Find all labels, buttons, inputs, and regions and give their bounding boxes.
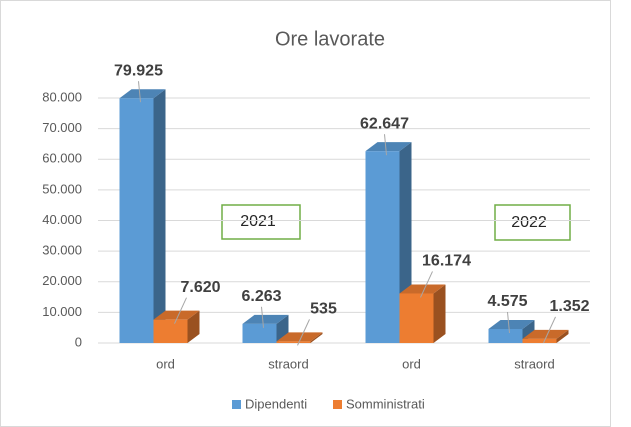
annotation-box [494,204,571,241]
y-tick-label: 80.000 [42,89,82,104]
bar [399,293,434,343]
leader-line [297,319,310,346]
y-tick-label: 60.000 [42,151,82,166]
bar [276,341,311,343]
bar [522,338,557,343]
legend-label: Dipendenti [245,396,307,411]
value-label: 535 [310,301,337,318]
bar-top [119,89,166,99]
bar [488,328,523,343]
bar-side [433,284,446,343]
bar [119,98,154,343]
chart-title: Ore lavorate [275,28,385,50]
x-tick-label: straord [514,356,554,371]
bar-top [242,314,289,324]
leader-line [507,311,510,334]
x-tick-label: straord [268,356,308,371]
bar-side [187,310,200,343]
value-label: 16.174 [422,253,471,270]
value-label: 6.263 [241,288,281,305]
leader-line [174,297,187,324]
leader-line [384,134,387,156]
bar-side [556,329,569,343]
bar-top [153,310,200,320]
bar-top [522,329,569,339]
bar-top [399,284,446,294]
y-tick-label: 70.000 [42,120,82,135]
x-tick-label: ord [156,356,175,371]
legend-swatch [333,400,342,409]
value-label: 62.647 [360,115,409,132]
x-tick-label: ord [402,356,421,371]
bar-top [276,332,323,342]
leader-line [420,271,433,298]
legend-label: Somministrati [346,396,425,411]
bar [153,319,188,343]
y-tick-label: 30.000 [42,243,82,258]
annotation-box [221,204,301,240]
value-label: 4.575 [487,293,527,310]
leader-line [138,81,141,103]
leader-line [543,316,556,344]
bar-side [310,332,323,343]
value-label: 7.620 [180,279,220,296]
y-tick-label: 0 [75,334,82,349]
bar [365,151,400,343]
leader-line [261,306,264,328]
bar-top [365,142,412,152]
bar-side [153,89,166,343]
legend-swatch [232,400,241,409]
y-tick-label: 40.000 [42,212,82,227]
y-tick-label: 50.000 [42,181,82,196]
bar-top [488,319,535,329]
annotation: 2022 [511,214,547,231]
y-tick-label: 10.000 [42,304,82,319]
value-label: 1.352 [549,298,589,315]
annotation: 2021 [240,213,276,230]
value-label: 79.925 [114,62,163,79]
bar [242,323,277,343]
y-tick-label: 20.000 [42,273,82,288]
